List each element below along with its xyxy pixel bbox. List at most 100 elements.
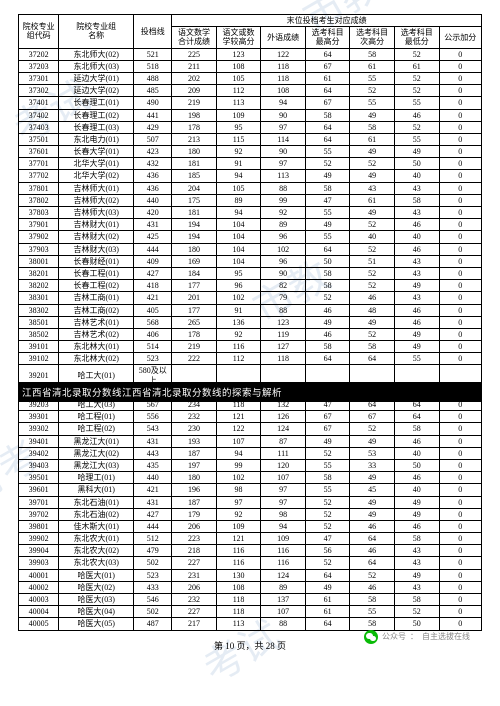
table-cell: 180 [172, 243, 217, 255]
table-cell: 104 [216, 243, 261, 255]
table-cell: 0 [439, 133, 482, 145]
footer-label-1: 公众号 [382, 631, 406, 642]
table-cell: 49 [305, 316, 350, 328]
table-cell: 64 [305, 85, 350, 97]
table-cell: 64 [394, 411, 439, 423]
table-cell: 105 [216, 72, 261, 84]
table-cell: 0 [439, 459, 482, 471]
table-cell: 0 [439, 280, 482, 292]
table-cell: 99 [261, 194, 306, 206]
table-cell: 126 [261, 411, 306, 423]
table-cell: 0 [439, 435, 482, 447]
table-row: 37202东北师大(02)5212251231226458520 [19, 48, 482, 60]
table-row: 37702北华大学(02)436185941134949400 [19, 170, 482, 182]
table-cell: 0 [439, 447, 482, 459]
table-cell: 178 [172, 121, 217, 133]
table-cell: 吉林工商(02) [59, 304, 134, 316]
table-cell: 0 [439, 85, 482, 97]
table-cell: 49 [394, 341, 439, 353]
table-cell: 107 [261, 472, 306, 484]
table-cell: 40003 [19, 594, 59, 606]
th-sub-2: 语文或数学较高分 [216, 27, 261, 48]
table-cell: 49 [394, 146, 439, 158]
table-cell: 0 [439, 292, 482, 304]
table-cell: 46 [394, 472, 439, 484]
table-cell: 0 [439, 594, 482, 606]
table-cell: 108 [216, 581, 261, 593]
table-cell: 37401 [19, 97, 59, 109]
table-cell: 118 [261, 72, 306, 84]
table-cell: 55 [394, 97, 439, 109]
table-cell: 67 [305, 423, 350, 435]
table-cell: 218 [172, 545, 217, 557]
table-cell: 440 [134, 194, 172, 206]
table-cell: 211 [172, 60, 217, 72]
table-cell: 116 [216, 341, 261, 353]
table-cell: 436 [134, 170, 172, 182]
table-cell: 哈工程(01) [59, 411, 134, 423]
table-cell: 543 [134, 423, 172, 435]
table-row: 40004哈医大(04)5022271181076155520 [19, 606, 482, 618]
table-cell: 213 [172, 133, 217, 145]
table-cell: 443 [134, 447, 172, 459]
table-row: 39102东北林大(02)5232221121186464550 [19, 353, 482, 365]
table-cell: 94 [216, 170, 261, 182]
table-cell: 444 [134, 520, 172, 532]
table-cell: 95 [216, 267, 261, 279]
table-cell: 52 [350, 219, 395, 231]
table-cell: 38202 [19, 280, 59, 292]
table-cell: 哈医大(05) [59, 618, 134, 630]
table-cell: 49 [350, 207, 395, 219]
table-cell: 204 [172, 182, 217, 194]
table-row: 39501哈理工(01)4401801021075849460 [19, 472, 482, 484]
table-cell: 46 [350, 292, 395, 304]
table-row: 38302吉林工商(02)40517791884648460 [19, 304, 482, 316]
table-cell: 东北石油(02) [59, 508, 134, 520]
table-cell: 39601 [19, 484, 59, 496]
table-cell: 37202 [19, 48, 59, 60]
table-cell: 49 [350, 146, 395, 158]
table-cell: 43 [394, 545, 439, 557]
table-cell: 201 [172, 292, 217, 304]
table-cell: 52 [350, 243, 395, 255]
table-cell: 427 [134, 508, 172, 520]
table-row: 37601长春大学(01)42318092905549490 [19, 146, 482, 158]
table-cell: 52 [394, 121, 439, 133]
table-cell: 55 [350, 72, 395, 84]
table-cell: 194 [172, 219, 217, 231]
table-cell: 49 [394, 280, 439, 292]
table-cell: 55 [305, 231, 350, 243]
table-cell: 49 [350, 435, 395, 447]
table-row: 40001哈医大(01)5232311301246452490 [19, 569, 482, 581]
table-cell: 97 [261, 121, 306, 133]
table-cell: 431 [134, 435, 172, 447]
table-cell: 40002 [19, 581, 59, 593]
table-cell: 49 [305, 435, 350, 447]
table-cell: 延边大学(01) [59, 72, 134, 84]
table-cell: 479 [134, 545, 172, 557]
table-cell: 52 [305, 447, 350, 459]
table-cell: 哈医大(04) [59, 606, 134, 618]
table-cell: 94 [216, 207, 261, 219]
table-cell: 102 [216, 472, 261, 484]
table-cell: 46 [394, 243, 439, 255]
table-cell: 0 [439, 316, 482, 328]
page-container: 院校专业组代码 院校专业组名称 投档线 末位投档考生对应成绩 语文数学合计成绩 … [0, 0, 500, 662]
table-cell: 吉林财大(01) [59, 219, 134, 231]
table-cell: 223 [172, 533, 217, 545]
table-cell: 43 [394, 207, 439, 219]
table-cell: 东北石油(01) [59, 496, 134, 508]
th-line: 投档线 [134, 15, 172, 49]
table-cell: 90 [261, 146, 306, 158]
table-cell: 55 [305, 146, 350, 158]
table-cell: 444 [134, 243, 172, 255]
table-cell: 230 [172, 423, 217, 435]
table-cell: 0 [439, 146, 482, 158]
table-row: 40002哈医大(02)433206108894946430 [19, 581, 482, 593]
table-cell: 436 [134, 182, 172, 194]
table-cell: 55 [305, 484, 350, 496]
table-row: 38201长春工程(01)42718495905852430 [19, 267, 482, 279]
table-cell: 58 [305, 267, 350, 279]
table-cell: 127 [261, 341, 306, 353]
table-cell: 64 [305, 569, 350, 581]
